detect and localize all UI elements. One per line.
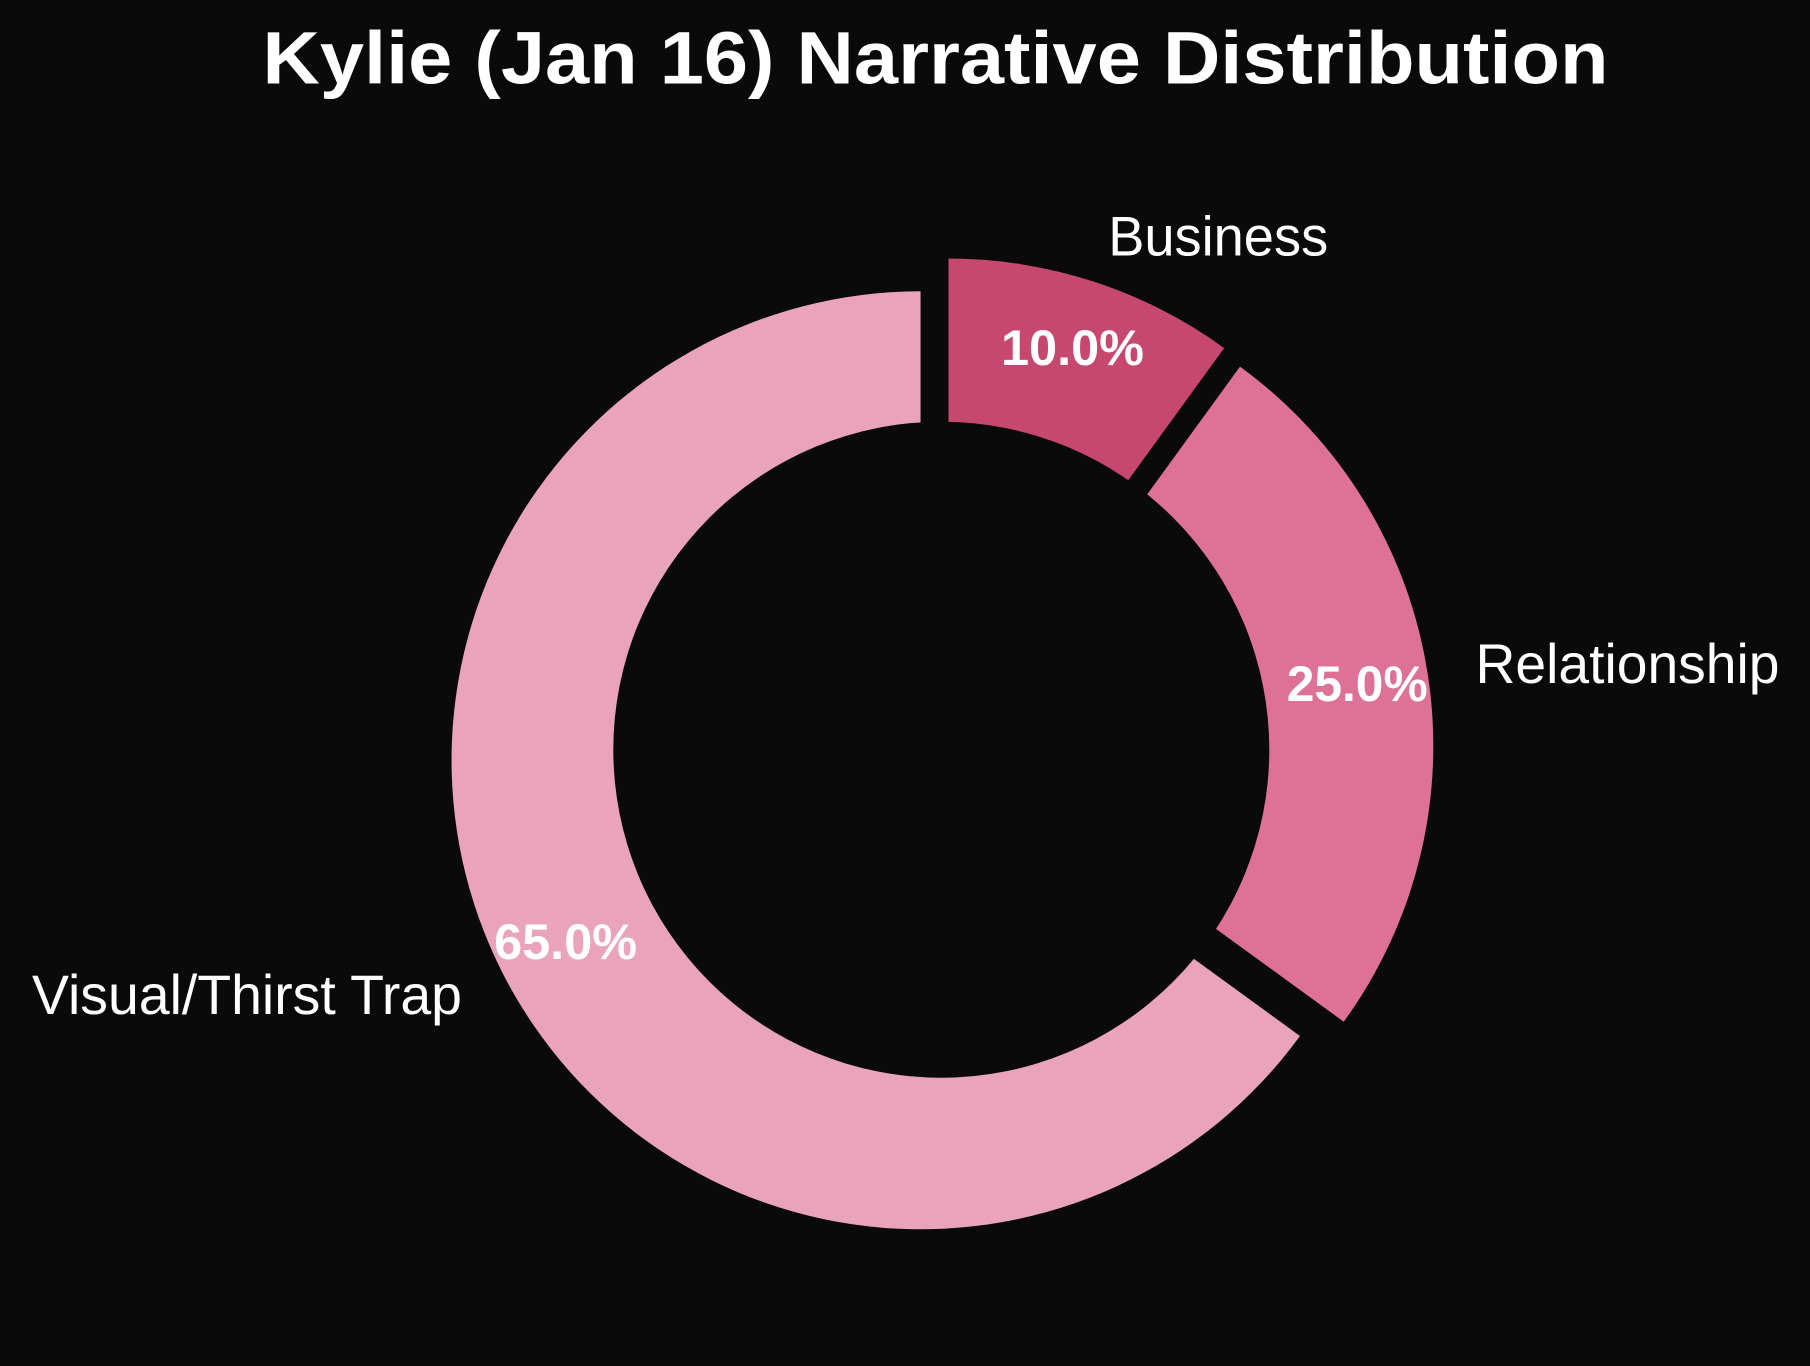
svg-text:25.0%: 25.0% [1287, 655, 1428, 712]
svg-text:Kylie (Jan 16) Narrative Distr: Kylie (Jan 16) Narrative Distribution [263, 16, 1609, 99]
svg-text:Visual/Thirst Trap: Visual/Thirst Trap [32, 963, 462, 1026]
svg-text:65.0%: 65.0% [494, 913, 637, 970]
svg-text:Relationship: Relationship [1476, 632, 1780, 695]
svg-text:10.0%: 10.0% [1001, 319, 1144, 376]
svg-text:Business: Business [1108, 204, 1328, 267]
